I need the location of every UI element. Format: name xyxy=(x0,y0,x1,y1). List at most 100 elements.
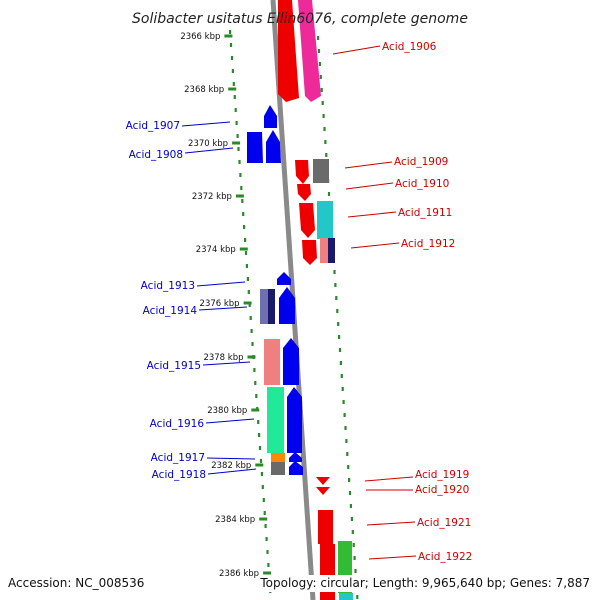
gene-label[interactable]: Acid_1913 xyxy=(141,280,195,292)
track-dot xyxy=(323,127,326,131)
track-dot xyxy=(343,413,346,417)
gene-label[interactable]: Acid_1918 xyxy=(152,469,206,481)
gene-acid-1905[interactable] xyxy=(278,0,299,102)
gene-acid-1915a[interactable] xyxy=(264,339,280,385)
gene-acid-1910[interactable] xyxy=(297,184,311,201)
gene-acid-1918b[interactable] xyxy=(289,452,302,462)
gene-acid-1913[interactable] xyxy=(277,272,291,285)
track-dot xyxy=(350,517,353,521)
gene-acid-1916b[interactable] xyxy=(287,387,302,453)
track-dot xyxy=(242,212,245,216)
tick-label: 2382 kbp xyxy=(211,461,251,471)
track-dot xyxy=(340,374,343,378)
gene-acid-1907[interactable] xyxy=(264,105,277,128)
track-dot xyxy=(244,238,247,242)
gene-acid-1920[interactable] xyxy=(316,487,330,495)
gene-acid-1912b[interactable] xyxy=(320,238,328,263)
gene-label-line xyxy=(198,306,248,311)
track-dot xyxy=(317,36,320,40)
gene-acid-1911[interactable] xyxy=(299,203,315,238)
gene-label[interactable]: Acid_1908 xyxy=(129,149,183,161)
gene-label[interactable]: Acid_1920 xyxy=(415,484,469,496)
gene-acid-1919[interactable] xyxy=(316,477,330,485)
track-dot xyxy=(327,192,331,196)
gene-label[interactable]: Acid_1916 xyxy=(150,418,205,430)
track-dot xyxy=(321,101,324,105)
track-dot xyxy=(258,433,261,437)
track-dot xyxy=(264,524,267,528)
track-dot xyxy=(254,381,257,385)
gene-label[interactable]: Acid_1915 xyxy=(147,360,201,372)
gene-label[interactable]: Acid_1914 xyxy=(143,305,198,317)
tick-marks: 2366 kbp 2368 kbp 2370 kbp 2372 kbp 2374 kbp… xyxy=(180,32,272,579)
track-dot xyxy=(318,62,321,66)
gene-label-line xyxy=(344,161,393,169)
gene-label-line xyxy=(366,521,416,526)
track-dot xyxy=(324,140,327,144)
track-dot xyxy=(333,270,336,274)
gene-label-line xyxy=(205,418,255,424)
gene-label[interactable]: Acid_1906 xyxy=(382,41,437,53)
track-dot xyxy=(231,69,234,73)
gene-acid-1912c[interactable] xyxy=(328,238,335,263)
gene-label[interactable]: Acid_1911 xyxy=(398,207,452,219)
track-dot xyxy=(232,82,235,86)
track-dot xyxy=(267,563,270,567)
tick-label: 2374 kbp xyxy=(196,245,236,255)
gene-acid-1908b[interactable] xyxy=(266,130,281,163)
gene-label[interactable]: Acid_1917 xyxy=(151,452,205,464)
gene-label[interactable]: Acid_1910 xyxy=(395,178,449,190)
track-dot xyxy=(341,387,344,391)
gene-acid-1917[interactable] xyxy=(271,453,285,462)
gene-label[interactable]: Acid_1921 xyxy=(417,517,471,529)
gene-acid-1908a[interactable] xyxy=(247,132,263,163)
track-dot xyxy=(346,452,349,456)
track-dot xyxy=(338,348,342,352)
gene-acid-1914b[interactable] xyxy=(268,289,275,324)
track-dot xyxy=(353,556,356,560)
track-dot xyxy=(261,485,264,489)
tick-mark xyxy=(243,301,252,305)
gene-label[interactable]: Acid_1909 xyxy=(394,156,448,168)
gene-acid-1916a[interactable] xyxy=(267,387,284,453)
gene-acid-1912[interactable] xyxy=(302,240,317,265)
gene-label-line xyxy=(350,242,400,249)
gene-label[interactable]: Acid_1922 xyxy=(418,551,472,563)
tick-mark xyxy=(247,355,256,359)
gene-acid-1909b[interactable] xyxy=(313,159,329,183)
track-dot xyxy=(233,95,236,99)
gene-acid-1922c[interactable] xyxy=(339,593,353,600)
tick-mark xyxy=(232,141,241,145)
track-dot xyxy=(342,400,345,404)
track-dot xyxy=(339,361,342,365)
track-dot xyxy=(235,121,238,125)
gene-label[interactable]: Acid_1912 xyxy=(401,238,455,250)
gene-acid-1918c[interactable] xyxy=(289,461,303,475)
track-dot xyxy=(239,173,242,177)
track-dot xyxy=(229,43,233,47)
tick-label: 2372 kbp xyxy=(192,192,232,202)
tick-label: 2386 kbp xyxy=(219,569,259,579)
track-dot xyxy=(266,550,269,554)
track-dot xyxy=(356,595,359,599)
tick-mark xyxy=(228,87,237,91)
gene-acid-1918[interactable] xyxy=(271,462,285,475)
track-dot xyxy=(345,439,348,443)
gene-acid-1911b[interactable] xyxy=(317,201,333,239)
gene-acid-1914a[interactable] xyxy=(260,289,268,324)
page-title: Solibacter usitatus Ellin6076, complete … xyxy=(132,11,468,27)
gene-label-line xyxy=(181,121,231,127)
gene-acid-1909[interactable] xyxy=(295,160,309,184)
gene-acid-1906[interactable] xyxy=(298,0,321,102)
gene-acid-1915b[interactable] xyxy=(283,338,299,385)
tick-mark xyxy=(235,194,244,198)
topology-text: Topology: circular; Length: 9,965,640 bp… xyxy=(259,576,590,590)
gene-acid-1914c[interactable] xyxy=(279,287,295,324)
gene-label[interactable]: Acid_1919 xyxy=(415,469,469,481)
gene-label[interactable]: Acid_1907 xyxy=(126,120,180,132)
track-dot xyxy=(247,290,250,294)
gene-acid-1921[interactable] xyxy=(318,510,333,544)
track-dot xyxy=(255,394,258,398)
track-dot xyxy=(238,160,241,164)
